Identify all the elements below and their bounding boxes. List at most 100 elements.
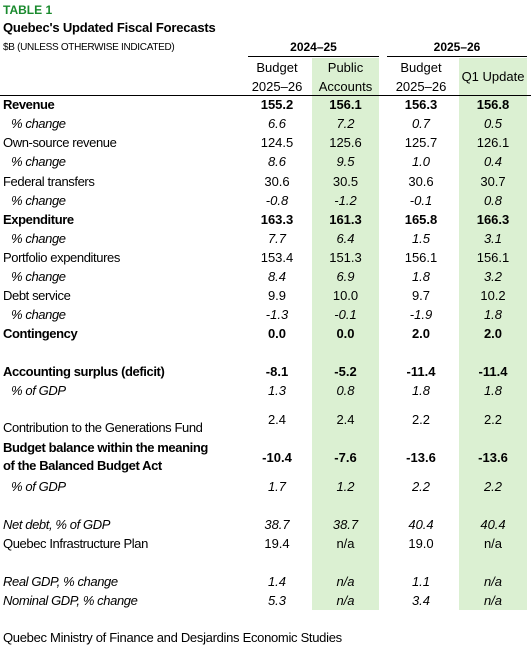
column-header: Q1 Update: [459, 67, 527, 86]
cell: 30.6: [264, 174, 290, 189]
row-label: Budget balance within the meaning: [3, 440, 208, 455]
cell: 0.8: [336, 383, 355, 398]
highlight-column-public-accounts: [312, 58, 379, 610]
cell: 9.9: [267, 288, 287, 303]
row-label: Federal transfers: [3, 174, 95, 189]
cell: -0.1: [409, 193, 433, 208]
cell: -0.8: [265, 193, 289, 208]
cell: 8.6: [267, 154, 287, 169]
cell: 0.4: [483, 154, 503, 169]
cell: 1.8: [483, 307, 503, 322]
source-note: Quebec Ministry of Finance and Desjardin…: [3, 630, 342, 645]
row-label: Net debt, % of GDP: [3, 517, 110, 532]
cell: 1.4: [267, 574, 287, 589]
cell: 9.5: [336, 154, 355, 169]
row-label: % change: [11, 269, 66, 284]
row-label: Debt service: [3, 288, 71, 303]
cell: n/a: [483, 593, 503, 608]
cell: 1.5: [411, 231, 431, 246]
row-label: % of GDP: [11, 479, 66, 494]
group-header-2024-25: 2024–25: [290, 40, 337, 54]
row-label: Real GDP, % change: [3, 574, 118, 589]
column-header-line: Public: [327, 60, 364, 75]
cell: 6.4: [336, 231, 355, 246]
cell: n/a: [483, 574, 503, 589]
cell: 126.1: [476, 135, 510, 150]
column-header: Budget 2025–26: [387, 58, 455, 96]
cell: 2.0: [411, 326, 431, 341]
row-label: Contribution to the Generations Fund: [3, 420, 203, 435]
cell: 165.8: [404, 212, 438, 227]
column-header-line: Accounts: [318, 79, 373, 94]
cell: 7.7: [267, 231, 287, 246]
group-header-2025-26: 2025–26: [433, 40, 481, 54]
cell: 125.6: [329, 135, 362, 150]
cell: 151.3: [329, 250, 362, 265]
cell: 30.7: [480, 174, 506, 189]
row-label: % change: [11, 193, 66, 208]
header-divider: [0, 95, 531, 96]
cell: n/a: [336, 536, 355, 551]
cell: -11.4: [478, 364, 508, 379]
cell: 2.0: [483, 326, 503, 341]
cell: 19.0: [408, 536, 434, 551]
cell: 6.6: [267, 116, 287, 131]
row-label: % change: [11, 116, 66, 131]
cell: 0.8: [483, 193, 503, 208]
row-label: % change: [11, 307, 66, 322]
cell: -5.2: [334, 364, 357, 379]
cell: 2.2: [483, 479, 503, 494]
cell: 38.7: [332, 517, 359, 532]
column-header-line: Q1 Update: [461, 69, 525, 84]
cell: 2.2: [483, 412, 503, 427]
cell: -13.6: [478, 450, 508, 465]
cell: n/a: [336, 593, 355, 608]
cell: 125.7: [404, 135, 438, 150]
cell: 30.6: [408, 174, 434, 189]
cell: 3.1: [483, 231, 503, 246]
cell: 40.4: [408, 517, 434, 532]
row-label-continued: of the Balanced Budget Act: [3, 458, 162, 473]
cell: -11.4: [406, 364, 436, 379]
table-tag: TABLE 1: [3, 3, 53, 17]
row-label: % of GDP: [11, 383, 66, 398]
cell: 163.3: [260, 212, 294, 227]
cell: 8.4: [267, 269, 287, 284]
highlight-column-q1-update: [459, 58, 527, 610]
row-label: Portfolio expenditures: [3, 250, 120, 265]
cell: 0.5: [483, 116, 503, 131]
row-label: Own-source revenue: [3, 135, 117, 150]
cell: 0.0: [336, 326, 355, 341]
cell: 1.1: [411, 574, 431, 589]
cell: -1.3: [265, 307, 289, 322]
column-header-line: Budget: [256, 60, 298, 75]
cell: 166.3: [476, 212, 510, 227]
column-header-line: 2025–26: [251, 79, 303, 94]
cell: 9.7: [411, 288, 431, 303]
table-title: Quebec's Updated Fiscal Forecasts: [3, 20, 216, 35]
cell: -1.9: [409, 307, 433, 322]
cell: 156.3: [404, 97, 438, 112]
cell: n/a: [483, 536, 503, 551]
cell: -10.4: [262, 450, 292, 465]
cell: 1.8: [411, 383, 431, 398]
column-header: Public Accounts: [312, 58, 379, 96]
cell: 1.8: [411, 269, 431, 284]
cell: 3.4: [411, 593, 431, 608]
column-header-line: 2025–26: [395, 79, 447, 94]
cell: 2.2: [411, 479, 431, 494]
cell: 10.0: [332, 288, 359, 303]
cell: 19.4: [264, 536, 290, 551]
cell: 1.7: [267, 479, 287, 494]
row-label: % change: [11, 154, 66, 169]
cell: 2.4: [336, 412, 355, 427]
row-label: Quebec Infrastructure Plan: [3, 536, 148, 551]
cell: 156.1: [404, 250, 438, 265]
row-label: Contingency: [3, 326, 78, 341]
cell: 161.3: [329, 212, 362, 227]
row-label: % change: [11, 231, 66, 246]
cell: 156.1: [329, 97, 362, 112]
cell: 1.3: [267, 383, 287, 398]
row-label: Nominal GDP, % change: [3, 593, 138, 608]
cell: 2.4: [267, 412, 287, 427]
